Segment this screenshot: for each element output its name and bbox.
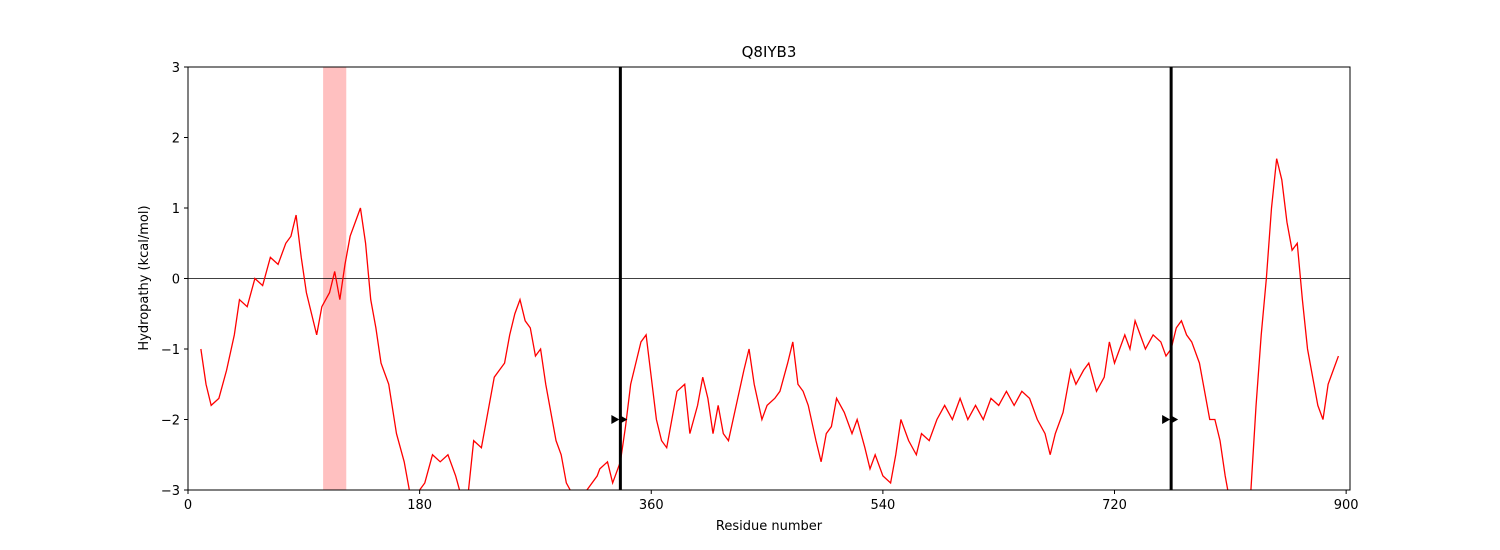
x-axis-label: Residue number	[716, 519, 823, 534]
x-tick-label: 180	[407, 498, 432, 513]
data-line	[200, 158, 1340, 490]
x-tick-label: 360	[639, 498, 664, 513]
x-tick-label: 540	[870, 498, 895, 513]
y-tick-label: −1	[161, 343, 180, 358]
x-tick-label: 0	[184, 498, 192, 513]
y-tick-label: −3	[161, 484, 180, 499]
plot-area	[188, 67, 1350, 490]
marker	[1170, 415, 1179, 424]
y-tick-label: 3	[172, 61, 180, 76]
x-tick-label: 900	[1334, 498, 1359, 513]
chart-title: Q8IYB3	[742, 43, 797, 61]
y-tick-label: 2	[172, 132, 180, 147]
marker	[1162, 415, 1171, 424]
y-tick-label: −2	[161, 414, 180, 429]
marker	[619, 415, 628, 424]
y-tick-label: 0	[172, 273, 180, 288]
y-tick-label: 1	[172, 202, 180, 217]
marker	[611, 415, 620, 424]
x-tick-label: 720	[1102, 498, 1127, 513]
y-axis-label: Hydropathy (kcal/mol)	[137, 205, 152, 350]
